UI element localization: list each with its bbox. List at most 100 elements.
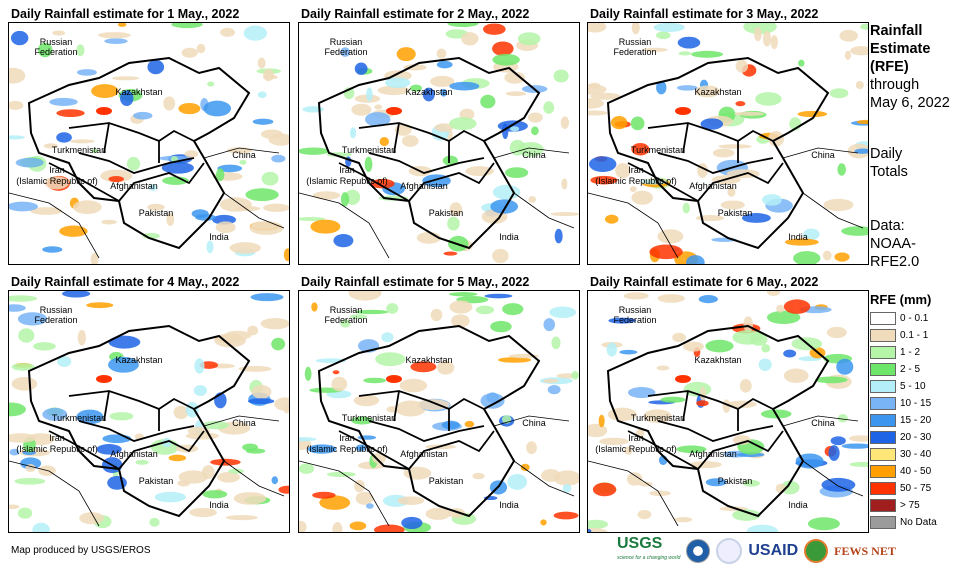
rainfall-patch xyxy=(822,250,832,261)
rainfall-patch xyxy=(592,482,617,497)
rainfall-patch xyxy=(9,448,20,456)
rainfall-patch xyxy=(261,171,279,186)
rainfall-patch xyxy=(126,156,141,171)
rainfall-patch xyxy=(17,507,33,519)
rainfall-patch xyxy=(560,116,570,129)
country-border xyxy=(408,162,495,202)
country-border xyxy=(368,152,485,174)
rainfall-patch xyxy=(484,293,513,299)
rainfall-patch xyxy=(62,291,91,298)
rainfall-patch xyxy=(531,126,539,136)
rainfall-patch xyxy=(187,426,210,436)
country-border xyxy=(657,152,774,174)
rainfall-patch xyxy=(299,437,317,442)
rainfall-patch xyxy=(543,318,556,332)
country-border xyxy=(697,162,784,202)
rainfall-patch xyxy=(251,384,272,399)
legend-label: 5 - 10 xyxy=(900,381,926,392)
rainfall-hotspot xyxy=(675,107,691,115)
rainfall-patch xyxy=(504,167,529,179)
rainfall-patch xyxy=(754,26,762,42)
rainfall-patch xyxy=(660,396,686,403)
daily-totals-note: Daily Totals xyxy=(870,145,908,181)
rainfall-patch xyxy=(705,478,727,487)
rainfall-patch xyxy=(379,136,389,147)
rainfall-patch xyxy=(302,106,324,113)
legend-item: 2 - 5 xyxy=(870,363,920,376)
rainfall-patch xyxy=(396,47,416,62)
rainfall-map-day-3: Russian Federation Kazakhstan Turkmenistan C… xyxy=(587,22,869,265)
rainfall-patch xyxy=(216,168,225,182)
country-label-turkmenistan: Turkmenistan xyxy=(52,413,106,423)
rainfall-patch xyxy=(233,492,267,505)
rainfall-patch xyxy=(178,470,208,484)
country-border xyxy=(588,460,679,527)
country-label-india: India xyxy=(209,232,229,242)
country-border xyxy=(682,390,689,422)
country-label-afghanistan: Afghanistan xyxy=(400,449,448,459)
legend-swatch xyxy=(870,516,896,529)
rainfall-patch xyxy=(727,187,736,197)
rainfall-patch xyxy=(649,244,683,260)
rainfall-patch xyxy=(442,155,458,166)
rainfall-patch xyxy=(504,71,526,84)
rainfall-patch xyxy=(430,75,455,87)
rainfall-patch xyxy=(133,111,153,120)
rainfall-patch xyxy=(248,398,275,405)
rainfall-patch xyxy=(9,504,20,510)
rainfall-patch xyxy=(44,176,69,190)
rainfall-patch xyxy=(850,46,868,56)
usgs-tagline: science for a changing world xyxy=(617,555,681,561)
rainfall-patch xyxy=(214,334,243,344)
country-label-russia2: Federation xyxy=(34,47,77,57)
rainfall-hotspot xyxy=(675,375,691,383)
rainfall-patch xyxy=(76,69,97,76)
country-border xyxy=(299,192,390,259)
rainfall-patch xyxy=(743,316,754,333)
country-label-turkmenistan: Turkmenistan xyxy=(631,413,685,423)
rainfall-patch xyxy=(430,308,443,322)
rainfall-patch xyxy=(363,377,387,384)
country-label-russia1: Russian xyxy=(330,305,363,315)
country-border xyxy=(48,430,120,470)
rainfall-patch xyxy=(354,309,389,315)
legend-label: 0.1 - 1 xyxy=(900,330,929,341)
rainfall-patch xyxy=(793,251,821,264)
rainfall-patch xyxy=(245,188,279,202)
rainfall-patch xyxy=(104,38,128,44)
country-label-kazakhstan: Kazakhstan xyxy=(694,355,741,365)
panel-title: Daily Rainfall estimate for 4 May., 2022 xyxy=(11,275,240,289)
rainfall-patch xyxy=(656,80,667,95)
rainfall-patch xyxy=(732,330,763,345)
legend-label: 2 - 5 xyxy=(900,364,921,375)
rainfall-patch xyxy=(173,405,189,420)
country-label-iran1: Iran xyxy=(49,433,65,443)
country-label-pakistan: Pakistan xyxy=(429,208,464,218)
rainfall-patch xyxy=(464,420,475,428)
logos: USGS science for a changing world USAID … xyxy=(617,535,896,564)
rainfall-patch xyxy=(76,409,104,425)
rainfall-patch xyxy=(193,385,207,396)
rainfall-patch xyxy=(631,23,640,35)
rainfall-patch xyxy=(826,326,847,339)
rainfall-patch xyxy=(162,176,189,185)
rainfall-patch xyxy=(349,314,368,319)
usaid-logo: USAID xyxy=(748,542,799,559)
rainfall-patch xyxy=(492,248,509,264)
rainfall-patch xyxy=(374,104,383,110)
rainfall-patch xyxy=(677,36,701,49)
rainfall-patch xyxy=(96,444,122,455)
country-border xyxy=(78,152,195,174)
rainfall-patch xyxy=(755,92,782,106)
rainfall-patch xyxy=(215,221,236,234)
rainfall-patch xyxy=(505,91,527,97)
rainfall-patch xyxy=(746,524,779,532)
usgs-logo-text: USGS xyxy=(617,535,663,552)
rainfall-patch xyxy=(734,111,765,116)
rainfall-patch xyxy=(761,344,771,353)
country-label-kazakhstan: Kazakhstan xyxy=(694,87,741,97)
rainfall-patch xyxy=(624,446,633,455)
rainfall-patch xyxy=(9,100,24,111)
rainfall-patch xyxy=(56,109,85,118)
panel-title: Daily Rainfall estimate for 6 May., 2022 xyxy=(590,275,819,289)
